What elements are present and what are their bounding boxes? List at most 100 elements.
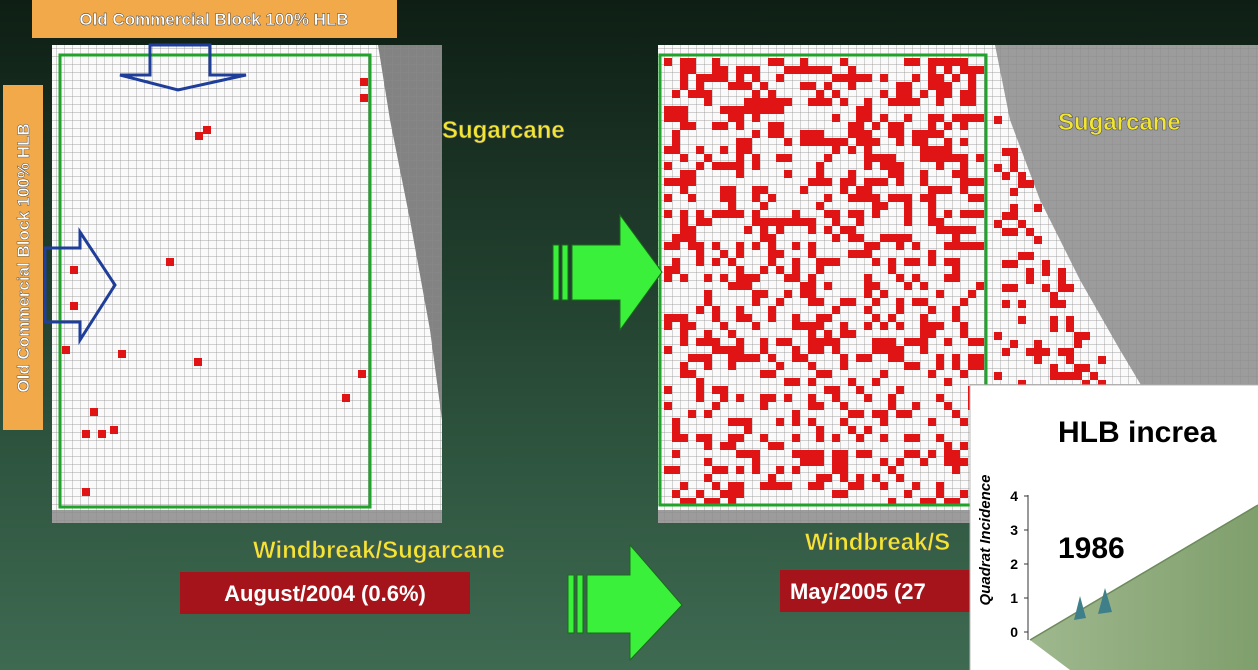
cell	[664, 346, 672, 354]
cell	[816, 138, 824, 146]
cell	[904, 362, 912, 370]
cell	[680, 74, 688, 82]
cell	[968, 210, 976, 218]
cell	[896, 242, 904, 250]
cell	[936, 114, 944, 122]
cell	[70, 302, 78, 310]
cell	[832, 306, 840, 314]
cell	[960, 242, 968, 250]
cell	[960, 490, 968, 498]
cell	[824, 330, 832, 338]
cell	[888, 314, 896, 322]
cell	[824, 474, 832, 482]
cell	[664, 106, 672, 114]
cell	[792, 434, 800, 442]
cell	[840, 322, 848, 330]
cell	[768, 482, 776, 490]
cell	[960, 66, 968, 74]
cell	[816, 370, 824, 378]
cell	[888, 98, 896, 106]
cell	[672, 426, 680, 434]
cell	[752, 130, 760, 138]
cell	[960, 138, 968, 146]
cell	[928, 210, 936, 218]
cell	[760, 482, 768, 490]
cell	[736, 434, 744, 442]
cell	[1034, 348, 1042, 356]
cell	[664, 162, 672, 170]
cell	[1058, 276, 1066, 284]
cell	[728, 418, 736, 426]
cell	[1026, 228, 1034, 236]
cell	[736, 466, 744, 474]
tick-label: 0	[1010, 624, 1018, 640]
cell	[976, 210, 984, 218]
cell	[968, 82, 976, 90]
cell	[944, 154, 952, 162]
cell	[688, 498, 696, 506]
cell	[816, 130, 824, 138]
cell	[728, 162, 736, 170]
cell	[888, 234, 896, 242]
cell	[784, 218, 792, 226]
cell	[768, 394, 776, 402]
cell	[728, 442, 736, 450]
cell	[928, 146, 936, 154]
cell	[968, 114, 976, 122]
cell	[784, 170, 792, 178]
cell	[720, 346, 728, 354]
cell	[896, 386, 904, 394]
axis-label: Quadrat Incidence	[977, 475, 994, 606]
cell	[1066, 356, 1074, 364]
cell	[760, 186, 768, 194]
cell	[744, 226, 752, 234]
cell	[752, 210, 760, 218]
cell	[672, 466, 680, 474]
cell	[768, 130, 776, 138]
cell	[952, 234, 960, 242]
cell	[840, 402, 848, 410]
cell	[680, 330, 688, 338]
cell	[760, 394, 768, 402]
cell	[864, 178, 872, 186]
cell	[792, 266, 800, 274]
cell	[736, 66, 744, 74]
cell	[98, 430, 106, 438]
cell	[816, 202, 824, 210]
cell	[840, 330, 848, 338]
cell	[952, 114, 960, 122]
cell	[920, 90, 928, 98]
cell	[792, 354, 800, 362]
cell	[704, 434, 712, 442]
cell	[1050, 316, 1058, 324]
cell	[1002, 260, 1010, 268]
cell	[920, 170, 928, 178]
cell	[848, 66, 856, 74]
cell	[792, 242, 800, 250]
cell	[768, 242, 776, 250]
cell	[1010, 188, 1018, 196]
cell	[792, 66, 800, 74]
cell	[800, 66, 808, 74]
cell	[848, 410, 856, 418]
cell	[688, 322, 696, 330]
cell	[1098, 380, 1106, 388]
cell	[928, 306, 936, 314]
cell	[1042, 348, 1050, 356]
cell	[680, 218, 688, 226]
cell	[720, 162, 728, 170]
cell	[896, 162, 904, 170]
cell	[1026, 180, 1034, 188]
cell	[1010, 284, 1018, 292]
cell	[792, 450, 800, 458]
cell	[888, 466, 896, 474]
cell	[832, 466, 840, 474]
cell	[680, 114, 688, 122]
cell	[904, 114, 912, 122]
banner-text: Old Commercial Block 100% HLB	[14, 123, 33, 392]
cell	[880, 74, 888, 82]
cell	[760, 290, 768, 298]
cell	[696, 218, 704, 226]
cell	[760, 226, 768, 234]
cell	[944, 378, 952, 386]
